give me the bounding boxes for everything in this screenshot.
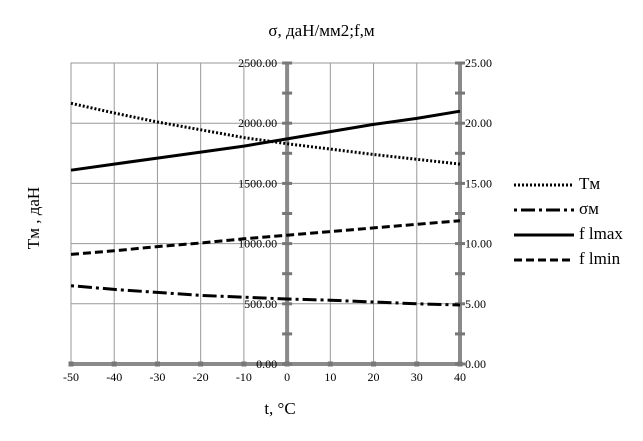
x-tick-label-1: -40 (106, 370, 122, 384)
x-tick-mark-4 (241, 361, 247, 367)
right-axis-tick-7 (455, 151, 465, 155)
series-line-flmax (70, 109, 461, 172)
legend-label-flmin: f lmin (579, 249, 621, 268)
right-axis-tick-1 (455, 332, 465, 336)
axes (68, 61, 465, 367)
y-right-tick-label-3: 15.00 (465, 176, 492, 190)
x-tick-mark-0 (68, 361, 74, 367)
y-left-tick-label-0: 0.00 (256, 357, 277, 371)
y-left-tick-label-3: 1500.00 (238, 176, 277, 190)
left-axis-tick-10 (282, 61, 293, 65)
left-axis-tick-1 (282, 332, 293, 336)
x-tick-label-2: -30 (149, 370, 165, 384)
right-axis-tick-9 (455, 91, 465, 95)
x-tick-label-5: 0 (284, 370, 290, 384)
right-axis-tick-4 (455, 242, 465, 246)
left-axis-tick-4 (282, 242, 293, 246)
x-tick-label-8: 30 (411, 370, 423, 384)
legend-swatch-sigma (514, 208, 574, 212)
y-right-tick-label-1: 5.00 (465, 297, 486, 311)
x-tick-mark-3 (198, 361, 204, 367)
y-right-tick-label-2: 10.00 (465, 237, 492, 251)
right-axis-tick-5 (455, 212, 465, 215)
y-right-tick-label-0: 0.00 (465, 357, 486, 371)
left-axis-tick-7 (282, 151, 293, 155)
series-line-tm (70, 101, 461, 166)
x-tick-label-9: 40 (454, 370, 466, 384)
right-axis-tick-6 (455, 181, 465, 185)
x-tick-label-3: -20 (193, 370, 209, 384)
left-axis-tick-8 (282, 121, 293, 125)
tick-labels: -50 -40 -30 -20 -10 0 10 20 30 400.00500.001000.0… (63, 56, 492, 384)
gridlines (70, 62, 461, 365)
y-left-tick-label-5: 2500.00 (238, 56, 277, 70)
legend-swatch-flmax (514, 233, 574, 237)
legend-swatch-flmin (514, 258, 574, 262)
y-left-tick-label-2: 1000.00 (238, 237, 277, 251)
x-tick-mark-1 (111, 361, 117, 367)
y-left-tick-label-4: 2000.00 (238, 116, 277, 130)
y-left-tick-label-1: 500.00 (244, 297, 277, 311)
left-axis-tick-3 (282, 272, 293, 276)
x-tick-label-6: 10 (324, 370, 336, 384)
series-lines (70, 101, 461, 307)
y-right-tick-label-4: 20.00 (465, 116, 492, 130)
chart-title: σ, даН/мм2;f,м (268, 21, 375, 40)
x-tick-label-0: -50 (63, 370, 79, 384)
legend-label-sigma: σм (579, 199, 599, 218)
series-line-flmin (70, 219, 461, 256)
right-axis-tick-0 (455, 362, 465, 366)
legend-label-flmax: f lmax (579, 224, 623, 243)
left-axis-tick-0 (282, 362, 293, 366)
x-tick-mark-6 (327, 361, 333, 367)
x-tick-mark-8 (414, 361, 420, 367)
right-axis-tick-10 (455, 61, 465, 65)
series-line-sigma (70, 284, 461, 307)
legend-swatch-tm (514, 183, 574, 187)
x-axis-label: t, °C (264, 399, 296, 418)
right-axis-tick-3 (455, 272, 465, 276)
x-tick-mark-7 (371, 361, 377, 367)
x-tick-label-7: 20 (368, 370, 380, 384)
plot-frame (70, 62, 461, 365)
left-axis-tick-6 (282, 181, 293, 185)
left-axis-tick-9 (282, 91, 293, 95)
left-axis-tick-5 (282, 212, 293, 215)
x-tick-mark-2 (154, 361, 160, 367)
legend-label-tm: Tм (579, 174, 601, 193)
x-tick-label-4: -10 (236, 370, 252, 384)
y-axis-label: Tм , даН (24, 186, 43, 250)
y-right-tick-label-5: 25.00 (465, 56, 492, 70)
right-axis-tick-8 (455, 121, 465, 125)
left-axis-tick-2 (282, 302, 293, 306)
